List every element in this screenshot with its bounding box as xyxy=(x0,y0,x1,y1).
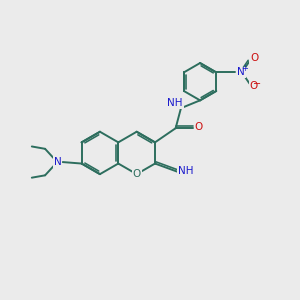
Text: N: N xyxy=(237,68,245,77)
Text: −: − xyxy=(254,79,262,89)
Text: O: O xyxy=(133,169,141,179)
Text: O: O xyxy=(194,122,203,132)
Text: +: + xyxy=(242,64,248,73)
Text: NH: NH xyxy=(167,98,183,108)
Text: NH: NH xyxy=(178,167,194,176)
Text: O: O xyxy=(250,81,258,91)
Text: N: N xyxy=(54,157,61,167)
Text: O: O xyxy=(250,53,258,63)
